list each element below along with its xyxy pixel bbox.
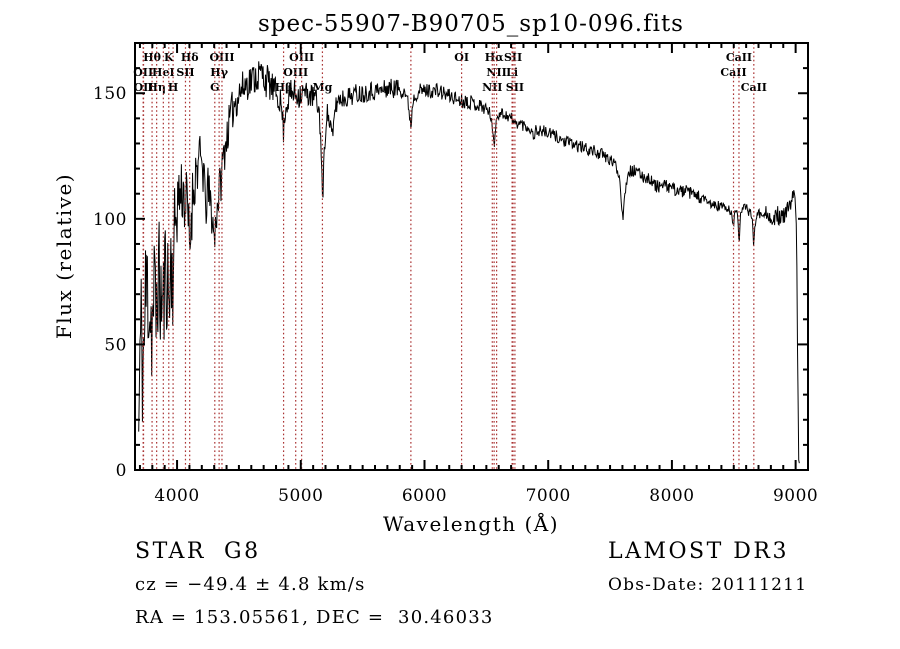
cz-value: cz = −49.4 ± 4.8 km/s bbox=[135, 574, 366, 595]
spectral-line-labels-layer: OIIOIIHθHηHeIKHSIIHδGHγOIIIHβOIIIOIIIMgO… bbox=[133, 51, 767, 94]
plot-frame bbox=[134, 42, 809, 471]
spectral-line-label: Hη bbox=[147, 81, 165, 94]
spectral-line-label: CaII bbox=[741, 81, 767, 94]
x-tick-label: 4000 bbox=[154, 486, 199, 506]
spectrum-trace-layer bbox=[138, 61, 800, 464]
spectral-line-label: CaII bbox=[726, 51, 752, 64]
x-tick-label: 8000 bbox=[649, 486, 694, 506]
x-tick-label: 7000 bbox=[526, 486, 571, 506]
spectral-line-label: NII bbox=[482, 81, 502, 94]
object-subclass: G8 bbox=[224, 539, 261, 564]
spectral-line-label: G bbox=[210, 81, 219, 94]
x-tick-label: 5000 bbox=[278, 486, 323, 506]
spectral-line-label: OIII bbox=[209, 51, 234, 64]
spectral-line-label: OI bbox=[454, 51, 469, 64]
spectrum-flux-trace bbox=[138, 61, 800, 464]
survey-release: LAMOST DR3 bbox=[608, 539, 789, 564]
y-axis-label: Flux (relative) bbox=[52, 173, 76, 339]
spectral-line-label: Hα bbox=[485, 51, 504, 64]
x-tick-label: 9000 bbox=[773, 486, 818, 506]
ra-dec-value: RA = 153.05561, DEC = 30.46033 bbox=[135, 607, 494, 628]
x-axis-label: Wavelength (Å) bbox=[383, 511, 559, 536]
y-tick-label: 150 bbox=[93, 84, 127, 104]
spectral-line-label: OII bbox=[134, 81, 154, 94]
spectral-line-label: SII bbox=[506, 81, 524, 94]
spectral-line-label: K bbox=[164, 51, 174, 64]
axes-layer: 4000 5000 6000 7000 8000 9000 0 50 100 150 bbox=[93, 42, 818, 506]
x-tick-label: 6000 bbox=[402, 486, 447, 506]
y-tick-label: 0 bbox=[116, 461, 127, 481]
spectral-line-label: SII bbox=[504, 51, 522, 64]
object-class-line: STAR G8 bbox=[135, 539, 261, 564]
plot-title: spec-55907-B90705_sp10-096.fits bbox=[258, 11, 684, 37]
object-class: STAR bbox=[135, 539, 206, 564]
y-tick-label: 100 bbox=[93, 210, 127, 230]
y-tick-label: 50 bbox=[104, 335, 127, 355]
spectral-line-label: Hβ bbox=[275, 81, 293, 94]
spectral-line-label: Mg bbox=[312, 81, 332, 94]
spectral-line-label: H bbox=[168, 81, 178, 94]
obs-date: Obs-Date: 20111211 bbox=[608, 575, 807, 595]
